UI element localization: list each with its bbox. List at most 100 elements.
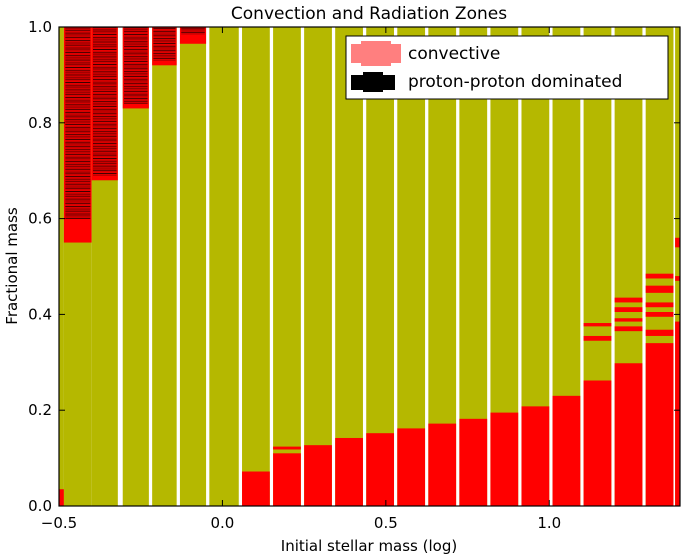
- pp-stripe: [153, 56, 176, 58]
- pp-stripe: [124, 99, 148, 101]
- pp-stripe: [65, 165, 91, 167]
- pp-stripe: [92, 87, 117, 89]
- pp-stripe: [124, 55, 148, 57]
- pp-stripe: [65, 35, 91, 37]
- pp-stripe: [65, 28, 91, 30]
- pp-stripe: [92, 114, 117, 116]
- pp-stripe: [65, 122, 91, 124]
- convective-shell: [614, 318, 643, 322]
- pp-stripe: [92, 52, 117, 54]
- y-tick-label: 0.6: [28, 210, 52, 228]
- pp-stripe: [65, 216, 91, 218]
- pp-stripe: [153, 39, 176, 41]
- pp-stripe: [92, 164, 117, 166]
- radiative-zone: [397, 27, 426, 506]
- mass-column: [209, 27, 239, 506]
- pp-stripe: [92, 70, 117, 72]
- pp-stripe: [65, 50, 91, 52]
- pp-stripe: [92, 102, 117, 104]
- pp-stripe: [65, 217, 91, 219]
- pp-stripe: [65, 48, 91, 50]
- pp-stripe: [65, 123, 91, 125]
- pp-stripe: [124, 86, 148, 88]
- pp-stripe: [153, 32, 176, 34]
- pp-stripe: [92, 75, 117, 77]
- pp-stripe: [124, 72, 148, 74]
- radiative-zone: [179, 27, 207, 506]
- pp-stripe: [65, 180, 91, 182]
- pp-stripe: [65, 187, 91, 189]
- pp-stripe: [92, 149, 117, 151]
- pp-stripe: [65, 61, 91, 63]
- x-tick-label: 1.0: [537, 514, 561, 532]
- convective-shell: [583, 335, 612, 341]
- pp-stripe: [65, 209, 91, 211]
- y-tick-label: 0.0: [28, 497, 52, 515]
- y-tick-label: 0.8: [28, 114, 52, 132]
- pp-stripe: [65, 77, 91, 79]
- pp-stripe: [124, 94, 148, 96]
- pp-stripe: [65, 85, 91, 87]
- pp-stripe: [92, 84, 117, 86]
- pp-stripe: [65, 56, 91, 58]
- pp-stripe: [92, 142, 117, 144]
- pp-stripe: [65, 134, 91, 136]
- pp-stripe: [65, 31, 91, 33]
- heatmap-columns: [59, 27, 680, 506]
- pp-stripe: [92, 97, 117, 99]
- pp-stripe: [65, 185, 91, 187]
- pp-stripe: [124, 76, 148, 78]
- pp-stripe: [65, 60, 91, 62]
- pp-stripe: [124, 89, 148, 91]
- pp-stripe: [92, 85, 117, 87]
- pp-stripe: [153, 31, 176, 33]
- pp-stripe: [92, 161, 117, 163]
- pp-stripe: [124, 44, 148, 46]
- convective-envelope: [179, 27, 207, 44]
- pp-stripe: [65, 103, 91, 105]
- pp-stripe: [65, 164, 91, 166]
- pp-stripe: [92, 43, 117, 45]
- pp-stripe: [65, 102, 91, 104]
- convective-core: [645, 343, 674, 506]
- pp-stripe: [124, 37, 148, 39]
- pp-stripe: [92, 74, 117, 76]
- pp-stripe: [65, 132, 91, 134]
- pp-stripe: [92, 157, 117, 159]
- pp-stripe: [124, 87, 148, 89]
- pp-stripe: [153, 58, 176, 60]
- pp-stripe: [92, 32, 117, 34]
- pp-stripe: [65, 182, 91, 184]
- pp-stripe: [65, 71, 91, 73]
- pp-stripe: [92, 95, 117, 97]
- radiative-zone: [366, 27, 395, 506]
- pp-stripe: [92, 40, 117, 42]
- pp-stripe: [92, 27, 117, 29]
- pp-stripe: [65, 207, 91, 209]
- pp-stripe: [92, 37, 117, 39]
- pp-stripe: [65, 167, 91, 169]
- pp-stripe: [92, 151, 117, 153]
- pp-stripe: [65, 162, 91, 164]
- pp-stripe: [153, 36, 176, 38]
- pp-stripe: [124, 62, 148, 64]
- pp-stripe: [92, 136, 117, 138]
- pp-stripe: [65, 87, 91, 89]
- convective-shell: [614, 307, 643, 313]
- convective-shell: [614, 326, 643, 332]
- pp-stripe: [65, 135, 91, 137]
- pp-stripe: [92, 159, 117, 161]
- pp-stripe: [65, 137, 91, 139]
- pp-stripe: [92, 116, 117, 118]
- pp-stripe: [65, 125, 91, 127]
- pp-stripe: [65, 150, 91, 152]
- pp-stripe: [92, 109, 117, 111]
- pp-stripe: [65, 204, 91, 206]
- pp-stripe: [65, 92, 91, 94]
- chart-title: Convection and Radiation Zones: [231, 4, 507, 24]
- pp-stripe: [153, 59, 176, 61]
- pp-stripe: [65, 169, 91, 171]
- pp-stripe: [92, 144, 117, 146]
- mass-column: [614, 27, 643, 506]
- pp-stripe: [124, 30, 148, 32]
